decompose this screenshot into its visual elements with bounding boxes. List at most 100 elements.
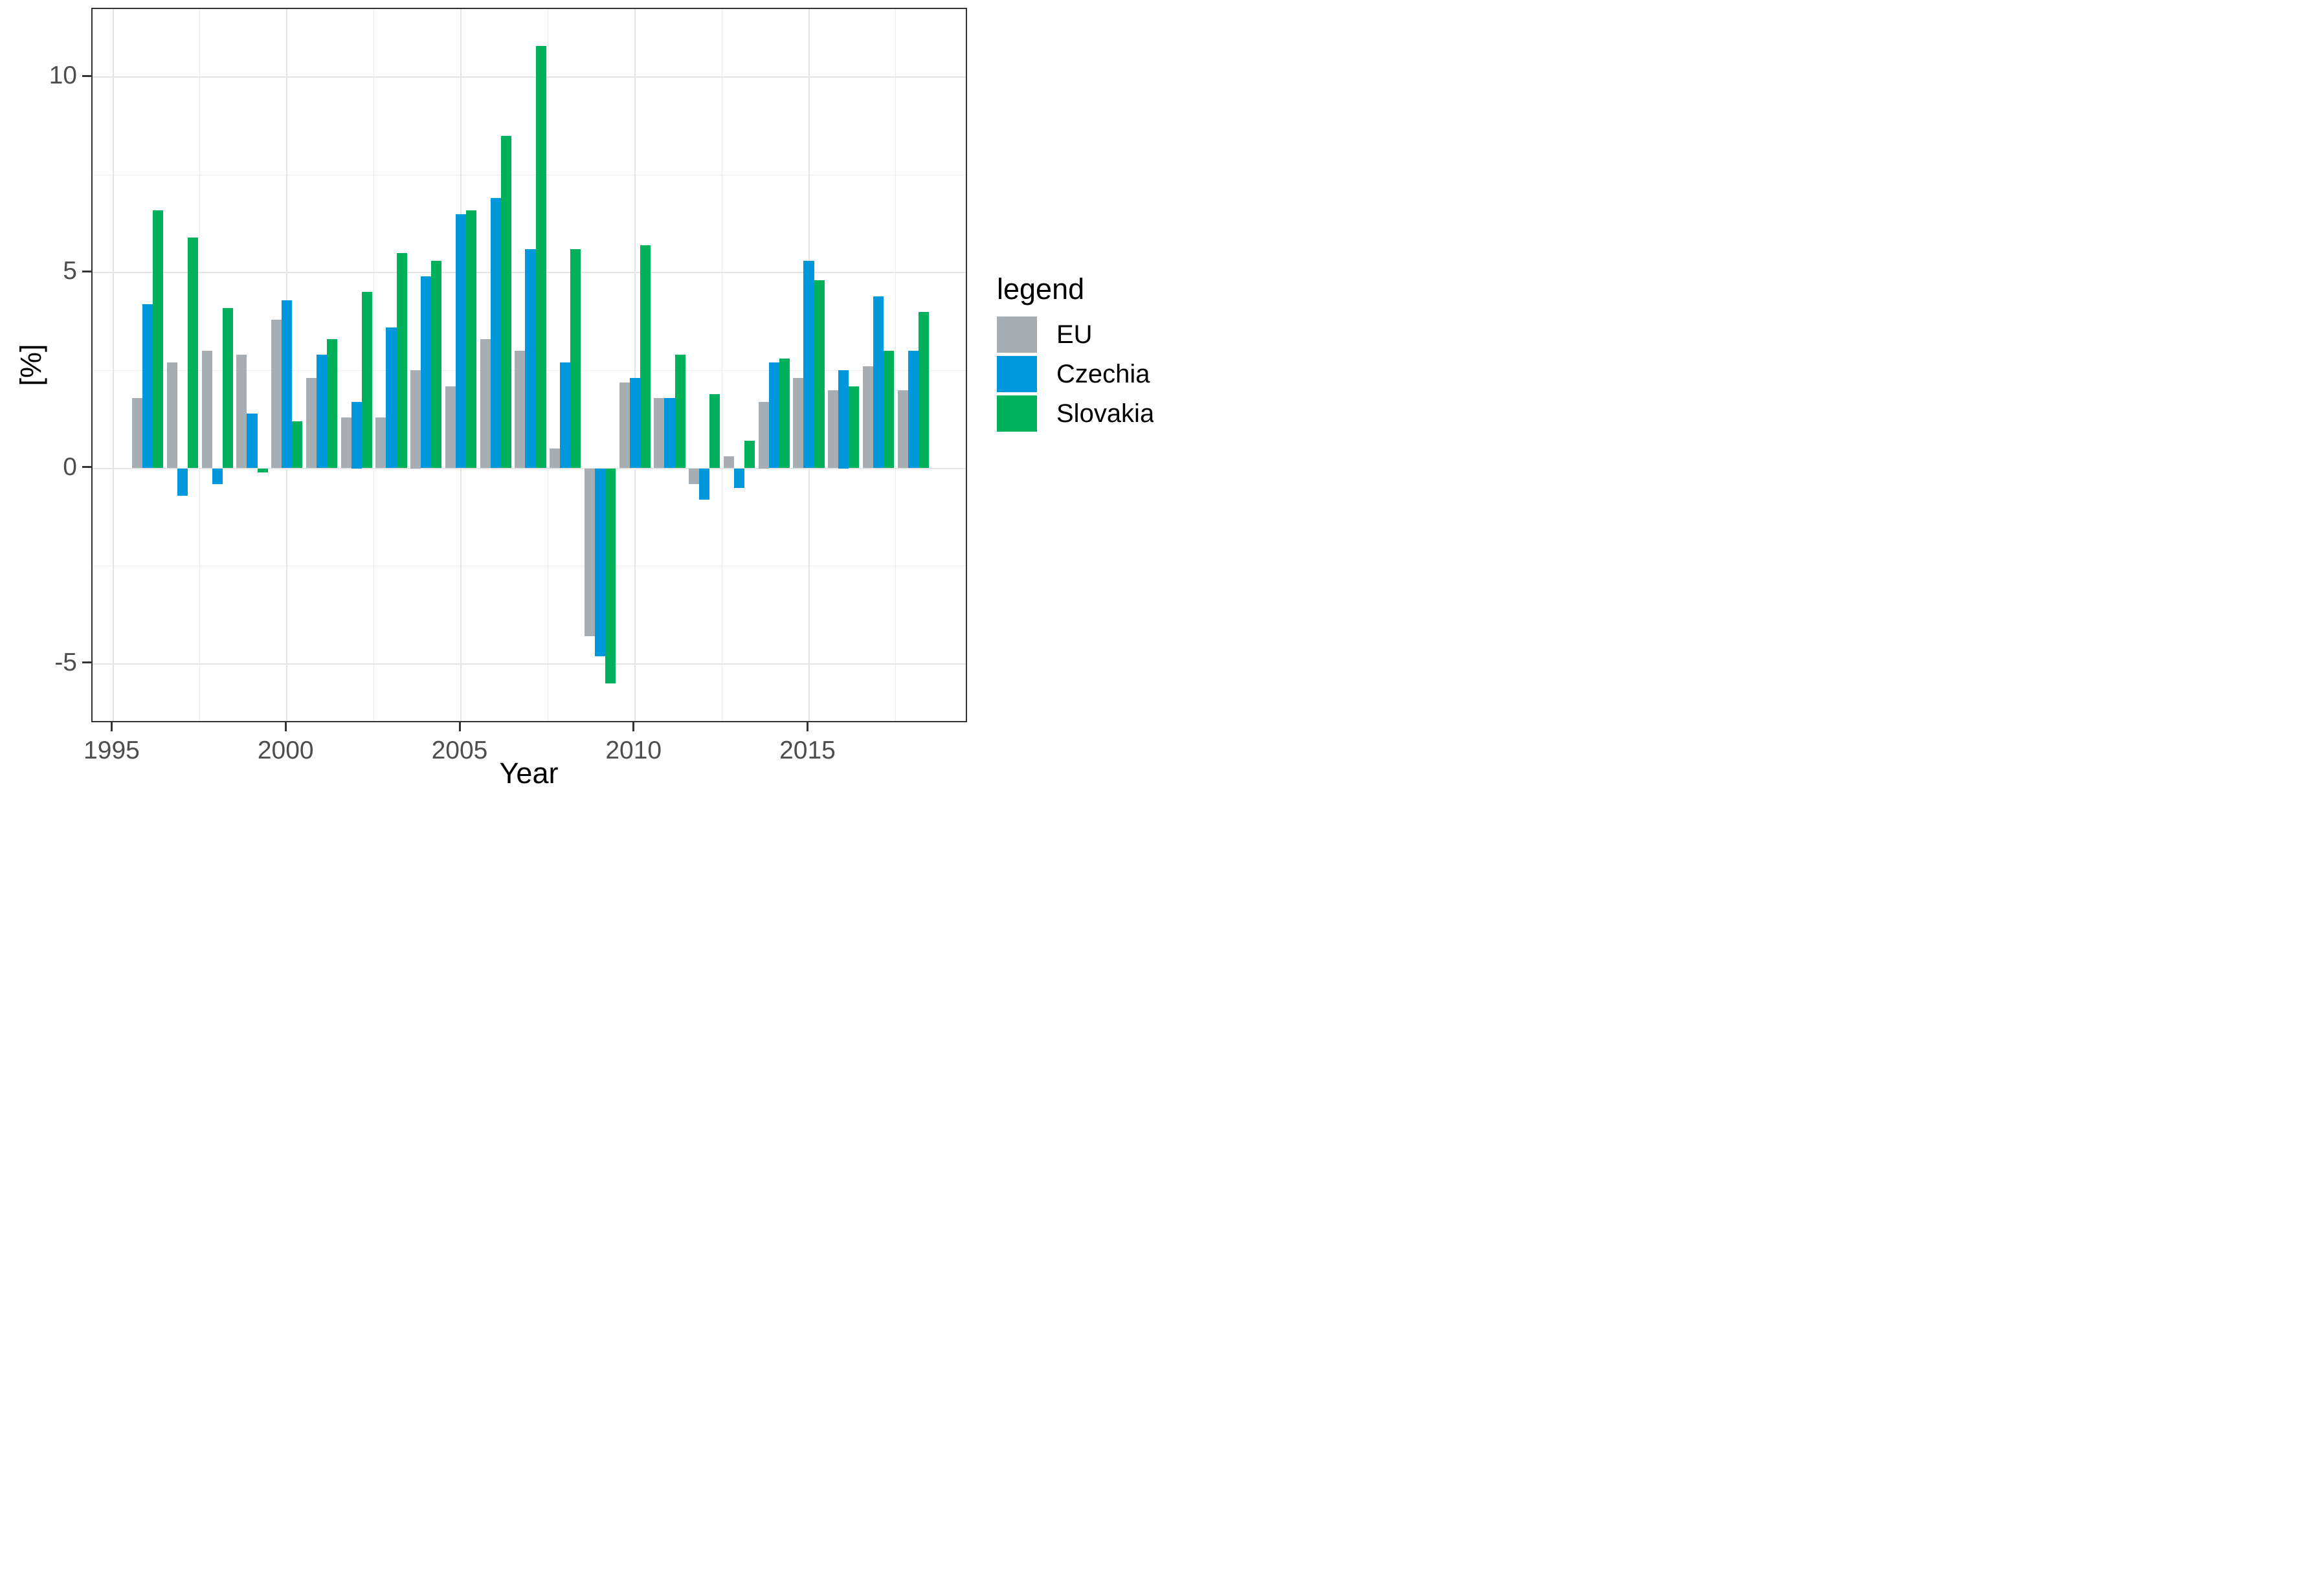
bar-slovakia-2001	[327, 339, 338, 469]
bar-slovakia-2014	[779, 359, 790, 469]
gridline-y-major	[93, 663, 966, 665]
x-axis-tick	[807, 722, 808, 731]
bar-slovakia-2000	[292, 421, 303, 469]
legend-swatch-czechia	[997, 356, 1037, 392]
bar-czechia-2014	[768, 362, 779, 469]
bar-eu-2007	[515, 351, 526, 469]
legend-label: EU	[1056, 320, 1093, 349]
bar-eu-2001	[306, 378, 317, 469]
x-tick-label: 2010	[605, 737, 662, 764]
bar-czechia-2012	[699, 468, 710, 500]
bar-slovakia-1998	[222, 307, 233, 469]
bar-czechia-2015	[803, 261, 814, 469]
x-axis-tick	[284, 722, 287, 731]
y-axis-tick	[82, 466, 91, 468]
bar-slovakia-2010	[640, 245, 651, 469]
gridline-x-major	[634, 9, 636, 721]
bar-slovakia-2003	[396, 253, 407, 469]
y-tick-label: 10	[49, 61, 77, 89]
legend-title: legend	[997, 272, 1085, 305]
bar-czechia-2001	[316, 355, 328, 469]
y-axis-tick	[82, 270, 91, 272]
legend-label: Slovakia	[1056, 399, 1154, 428]
legend-label: Czechia	[1056, 359, 1150, 388]
y-axis-tick	[82, 661, 91, 664]
bar-slovakia-1997	[188, 237, 199, 469]
bar-slovakia-2008	[570, 249, 581, 469]
legend-swatch-eu	[997, 316, 1037, 353]
x-axis-tick	[458, 722, 461, 731]
bar-slovakia-2005	[466, 210, 477, 469]
bar-slovakia-2018	[918, 311, 929, 469]
y-axis-title: [%]	[14, 344, 47, 386]
bar-czechia-2005	[455, 214, 467, 469]
bar-czechia-2006	[490, 198, 501, 469]
y-axis-tick	[82, 74, 91, 77]
y-tick-label: 5	[63, 257, 77, 285]
bar-slovakia-1999	[257, 468, 268, 472]
bar-eu-2004	[410, 370, 421, 469]
bar-eu-2006	[480, 339, 491, 469]
bar-slovakia-2007	[535, 45, 546, 469]
legend: legend EU Czechia Slovakia	[997, 272, 1154, 435]
bar-czechia-2010	[629, 378, 640, 469]
bar-czechia-1998	[212, 468, 223, 484]
bar-eu-2015	[793, 378, 804, 469]
gridline-y-major	[93, 76, 966, 78]
legend-row-slovakia: Slovakia	[997, 395, 1154, 432]
bar-slovakia-2011	[674, 355, 685, 469]
x-tick-label: 2000	[257, 737, 314, 764]
bar-czechia-2008	[560, 362, 571, 469]
bar-czechia-2016	[838, 370, 849, 469]
bar-czechia-2000	[282, 300, 293, 469]
legend-swatch-slovakia	[997, 395, 1037, 432]
bar-slovakia-2002	[361, 292, 372, 469]
bar-czechia-2013	[733, 468, 745, 488]
y-tick-label: 0	[63, 452, 77, 481]
x-tick-label: 2015	[779, 737, 836, 764]
gridline-x-minor	[199, 9, 201, 721]
bar-slovakia-2017	[884, 351, 895, 469]
bar-czechia-1999	[247, 413, 258, 469]
bar-eu-2018	[897, 390, 908, 469]
x-axis-tick	[111, 722, 113, 731]
bar-eu-2002	[340, 417, 351, 469]
bar-eu-1997	[166, 362, 177, 469]
bar-eu-1999	[236, 355, 247, 469]
bar-czechia-1997	[177, 468, 188, 496]
bar-eu-2000	[271, 319, 282, 469]
bar-slovakia-2009	[605, 468, 616, 683]
bar-czechia-2017	[873, 296, 884, 469]
bar-slovakia-2013	[744, 441, 755, 469]
bar-czechia-1996	[142, 304, 153, 469]
bar-slovakia-2012	[709, 393, 720, 469]
bar-eu-2011	[654, 397, 665, 469]
gridline-x-major	[112, 9, 114, 721]
bar-slovakia-2015	[814, 280, 825, 469]
gridline-y-major	[93, 467, 966, 469]
bar-eu-2003	[375, 417, 386, 469]
bar-slovakia-2016	[849, 386, 860, 469]
gridline-x-minor	[373, 9, 375, 721]
bar-eu-2010	[619, 382, 630, 469]
bar-eu-1996	[132, 397, 143, 469]
bar-slovakia-2004	[431, 261, 442, 469]
legend-row-eu: EU	[997, 316, 1154, 353]
bar-eu-2014	[758, 401, 769, 469]
bar-czechia-2007	[525, 249, 536, 469]
y-tick-label: -5	[54, 648, 77, 676]
bar-czechia-2004	[421, 276, 432, 469]
x-tick-label: 2005	[431, 737, 488, 764]
bar-slovakia-1996	[153, 210, 164, 469]
legend-rows: EU Czechia Slovakia	[997, 316, 1154, 432]
bar-eu-2016	[828, 390, 839, 469]
bar-eu-1998	[201, 351, 212, 469]
bar-eu-2012	[689, 468, 700, 484]
plot-panel	[91, 8, 967, 722]
bar-eu-2008	[550, 449, 561, 469]
bar-eu-2009	[584, 468, 595, 637]
bar-eu-2017	[862, 366, 873, 469]
bar-czechia-2018	[908, 351, 919, 469]
x-axis-title: Year	[499, 757, 559, 790]
bar-slovakia-2006	[500, 135, 511, 469]
